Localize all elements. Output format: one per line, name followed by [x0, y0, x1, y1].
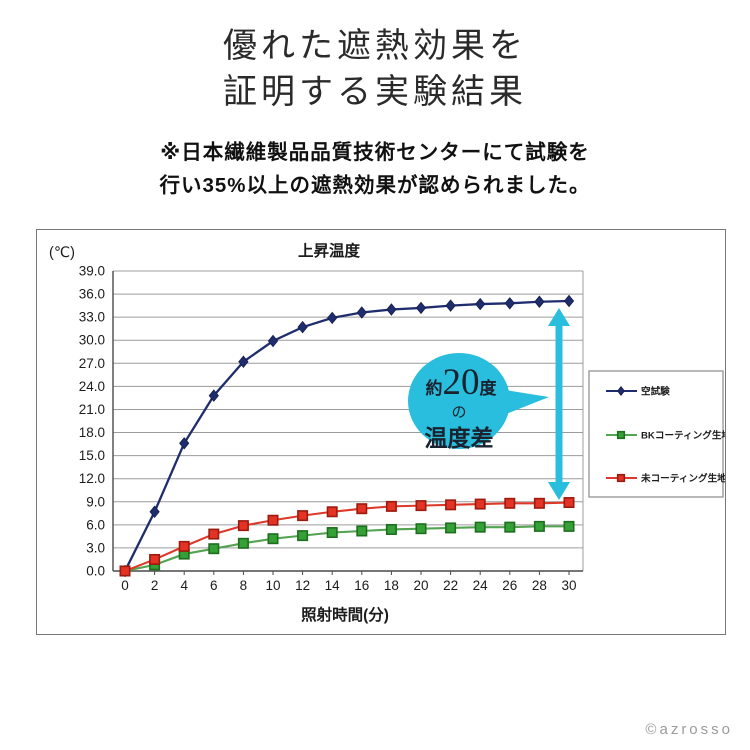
- svg-text:9.0: 9.0: [86, 494, 105, 509]
- page-title: 優れた遮熱効果を 証明する実験結果: [0, 24, 750, 116]
- svg-text:26: 26: [502, 578, 517, 593]
- legend-label-0: 空試験: [641, 386, 670, 398]
- svg-text:30.0: 30.0: [79, 333, 105, 348]
- svg-text:6: 6: [210, 578, 218, 593]
- x-axis-labels: 0 2 4 6 8 10 12 14 16 18 20 22 24 26 28 30: [121, 571, 577, 593]
- y-axis-labels: 0.0 3.0 6.0 9.0 12.0 15.0 18.0 21.0 24.0 27.0 30.0…: [79, 264, 105, 579]
- series-0: [119, 294, 575, 578]
- temperature-chart: 0.0 3.0 6.0 9.0 12.0 15.0 18.0 21.0 24.0 27.0 30.0…: [36, 229, 726, 635]
- svg-text:8: 8: [240, 578, 248, 593]
- series-line-0: [123, 299, 570, 572]
- test-note-line2: 行い35%以上の遮熱効果が認められました。: [159, 174, 591, 197]
- svg-text:18.0: 18.0: [79, 425, 105, 440]
- gridlines: [113, 270, 583, 572]
- svg-text:27.0: 27.0: [79, 356, 105, 371]
- legend-label-1: BKコーティング生地: [641, 430, 725, 442]
- svg-text:20: 20: [413, 578, 428, 593]
- legend-label-2: 未コーティング生地: [640, 473, 725, 485]
- svg-text:3.0: 3.0: [86, 540, 105, 555]
- series-line-1: [124, 525, 569, 573]
- svg-text:30: 30: [561, 578, 576, 593]
- svg-text:16: 16: [354, 578, 369, 593]
- page-title-line2: 証明する実験結果: [223, 74, 527, 111]
- svg-text:2: 2: [151, 578, 159, 593]
- y-unit-label: (℃): [49, 245, 75, 261]
- balloon-line1: 約20度: [426, 362, 498, 403]
- header: 優れた遮熱効果を 証明する実験結果 ※日本繊維製品品質技術センターにて試験を 行…: [0, 24, 750, 202]
- svg-text:24: 24: [473, 578, 489, 593]
- legend-item-1: BKコーティング生地: [606, 430, 725, 442]
- svg-text:14: 14: [325, 578, 341, 593]
- test-note: ※日本繊維製品品質技術センターにて試験を 行い35%以上の遮熱効果が認められまし…: [0, 136, 750, 202]
- x-axis-title: 照射時間(分): [301, 605, 389, 624]
- chart-svg: 0.0 3.0 6.0 9.0 12.0 15.0 18.0 21.0 24.0 27.0 30.0…: [49, 241, 725, 624]
- legend-item-0: 空試験: [606, 386, 670, 398]
- svg-text:0.0: 0.0: [86, 564, 105, 579]
- svg-text:4: 4: [180, 578, 188, 593]
- balloon-line3: 温度差: [425, 425, 494, 451]
- svg-text:12: 12: [295, 578, 310, 593]
- svg-text:33.0: 33.0: [79, 310, 105, 325]
- svg-text:36.0: 36.0: [79, 287, 105, 302]
- svg-text:15.0: 15.0: [79, 448, 105, 463]
- page-title-line1: 優れた遮熱効果を: [223, 28, 527, 65]
- legend-item-2: 未コーティング生地: [606, 473, 725, 485]
- copyright-text: ©azrosso: [645, 721, 733, 738]
- svg-text:0: 0: [121, 578, 129, 593]
- series-1: [119, 520, 575, 577]
- svg-text:24.0: 24.0: [79, 379, 105, 394]
- svg-text:21.0: 21.0: [79, 402, 105, 417]
- series-line-2: [124, 501, 570, 572]
- svg-text:18: 18: [384, 578, 399, 593]
- svg-text:22: 22: [443, 578, 458, 593]
- test-note-line1: ※日本繊維製品品質技術センターにて試験を: [160, 141, 590, 164]
- svg-text:28: 28: [532, 578, 547, 593]
- svg-text:10: 10: [265, 578, 280, 593]
- series-2: [119, 497, 575, 577]
- svg-text:6.0: 6.0: [86, 517, 105, 532]
- temperature-difference-arrow: [548, 308, 570, 500]
- svg-text:39.0: 39.0: [79, 264, 105, 279]
- balloon-circle: [408, 353, 510, 449]
- chart-title: 上昇温度: [298, 241, 361, 260]
- svg-text:12.0: 12.0: [79, 471, 105, 486]
- balloon-line2: の: [451, 404, 466, 421]
